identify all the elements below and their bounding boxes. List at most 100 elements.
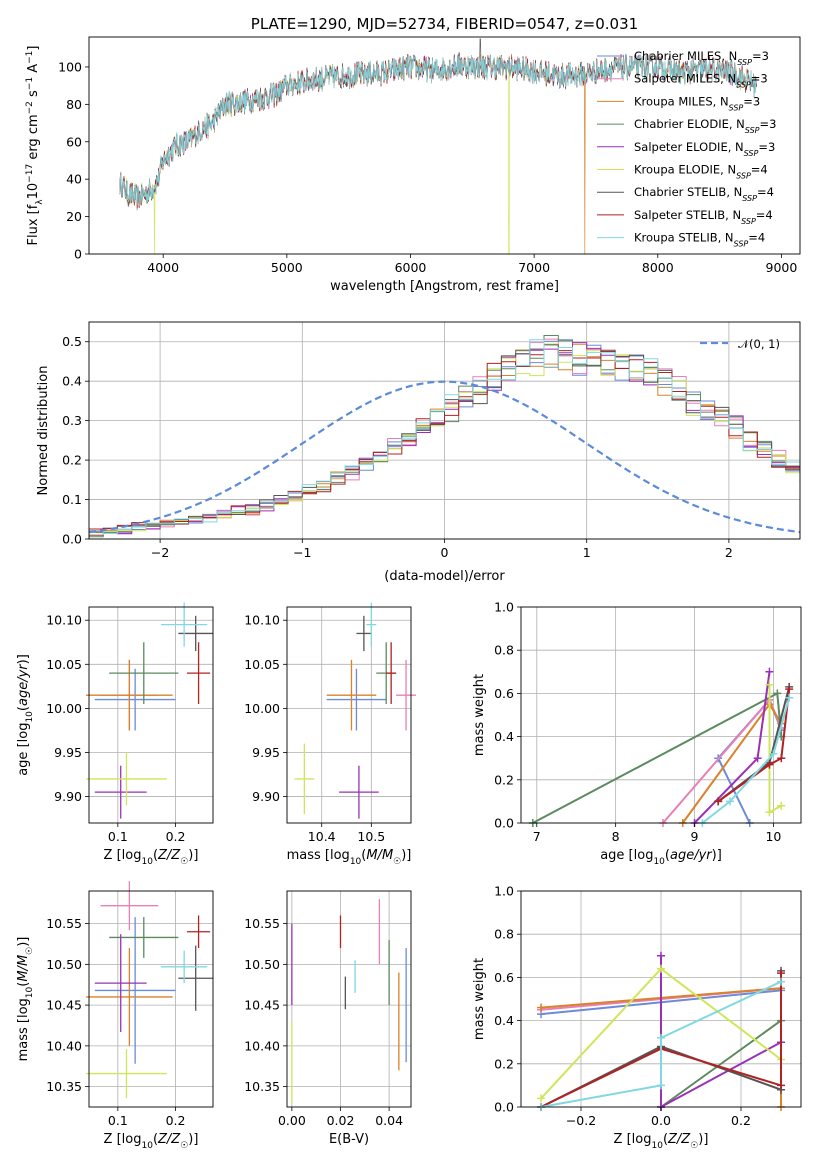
- weight-marker: [657, 1033, 665, 1042]
- x-tick-label: 0.2: [731, 1113, 751, 1128]
- legend-sub: SSP: [744, 148, 759, 157]
- legend-nssp: =3: [758, 140, 775, 154]
- label-part: erg cm: [26, 114, 41, 163]
- weight-marker: [537, 1003, 545, 1012]
- x-tick-label: 0.1: [108, 829, 128, 844]
- legend-entry: Chabrier STELIB, NSSP=4: [634, 185, 774, 203]
- y-tick-label: 80: [66, 97, 82, 112]
- legend-nssp: =3: [752, 49, 769, 63]
- y-axis-label: mass [log10(M/M☉)]: [16, 937, 35, 1062]
- y-tick-label: 0.4: [62, 374, 82, 389]
- label-part: Normed distribution: [36, 366, 51, 496]
- plot-area: [86, 602, 213, 819]
- weight-marker: [765, 667, 774, 676]
- histogram-step: [89, 343, 800, 532]
- data-point: [109, 917, 179, 958]
- legend-sub: SSP: [742, 194, 757, 203]
- y-tick-label: 0: [74, 247, 82, 262]
- y-tick-label: 10.50: [46, 957, 82, 972]
- axes-frame: [286, 890, 412, 1108]
- chart-title: PLATE=1290, MJD=52734, FIBERID=0547, z=0…: [251, 15, 638, 33]
- y-tick-label: 10.50: [244, 957, 280, 972]
- label-part: Z [log: [104, 848, 142, 863]
- weight-marker: [777, 977, 785, 986]
- legend-entry: Kroupa MILES, NSSP=3: [634, 94, 760, 112]
- weight-line: [701, 697, 791, 824]
- data-point: [294, 743, 315, 815]
- weight-line: [540, 973, 782, 1108]
- x-tick-label: 9000: [766, 260, 798, 275]
- data-point: [161, 950, 208, 984]
- axes-frame: [88, 606, 214, 824]
- label-part: mass weight: [472, 958, 487, 1040]
- axes-frame: [520, 606, 802, 824]
- x-tick-label: 4000: [147, 260, 179, 275]
- label-part: )]: [712, 848, 722, 863]
- gridlines: [287, 607, 411, 823]
- data-point: [94, 765, 147, 819]
- y-tick-label: 10.35: [46, 1079, 82, 1094]
- legend-entry: Kroupa ELODIE, NSSP=4: [634, 163, 768, 181]
- weight-marker: [765, 760, 774, 769]
- panel-residuals: −2 −1 0 1 2 0.0 0.1 0.2 0.3 0.4 0.5 (data-model)/er…: [36, 321, 801, 584]
- weight-marker: [657, 1081, 665, 1090]
- plot-area: [291, 899, 407, 1103]
- label-part: 10: [141, 1141, 153, 1151]
- legend-nssp: =4: [756, 208, 773, 222]
- data-point: [94, 917, 176, 1064]
- data-point: [366, 602, 377, 647]
- label-part: ]: [26, 46, 41, 51]
- panel-age-vs-mass: 10.4 10.5 9.90 9.95 10.00 10.05 10.10 mass [log…: [244, 602, 416, 867]
- legend-model: Salpeter STELIB, N: [634, 208, 741, 222]
- y-tick-label: 10.00: [46, 701, 82, 716]
- legend-sub: SSP: [741, 216, 756, 225]
- label-part: Z/Z: [157, 1132, 181, 1147]
- x-tick-label: 10.4: [308, 829, 336, 844]
- legend-entry: Chabrier ELODIE, NSSP=3: [634, 117, 776, 135]
- label-part: )]: [188, 1132, 198, 1147]
- plot-area: [537, 951, 785, 1111]
- x-tick-label: 0.2: [166, 1113, 186, 1128]
- gridlines: [89, 891, 213, 1107]
- legend-model: Chabrier STELIB, N: [634, 185, 742, 199]
- label-part: age [log: [16, 723, 31, 776]
- label-part: E(B-V): [329, 1132, 369, 1147]
- weight-marker: [657, 951, 665, 960]
- histogram-step: [89, 339, 800, 534]
- label-part: ☉: [180, 1141, 188, 1151]
- y-tick-label: 9.90: [252, 789, 280, 804]
- weight-marker: [537, 1094, 545, 1103]
- axes-frame: [88, 36, 801, 255]
- weight-line: [717, 688, 791, 803]
- label-part: (: [153, 1132, 158, 1147]
- legend-sub: SSP: [745, 126, 760, 135]
- legend-entry: 𝒩(0, 1): [738, 337, 780, 351]
- label-part: (: [16, 706, 31, 711]
- x-axis-label: E(B-V): [329, 1132, 369, 1147]
- data-point: [386, 642, 397, 704]
- histogram-step: [89, 342, 800, 536]
- legend-entry: Kroupa STELIB, NSSP=4: [634, 231, 765, 249]
- x-tick-label: 10: [765, 829, 781, 844]
- panel-weight-vs-Z: −0.2 0.0 0.2 0.0 0.2 0.4 0.6 0.8 1.0 Z [log10(Z/Z…: [472, 884, 802, 1151]
- label-part: )]: [401, 848, 411, 863]
- weight-line: [660, 955, 782, 1109]
- data-point: [339, 765, 379, 819]
- legend-model: Kroupa ELODIE, N: [634, 163, 736, 177]
- x-tick-label: −1: [293, 545, 311, 560]
- label-part: mass [log: [287, 848, 350, 863]
- label-part: −2: [25, 101, 35, 114]
- y-tick-label: 100: [58, 59, 82, 74]
- legend-model: Salpeter ELODIE, N: [634, 140, 744, 154]
- y-tick-label: 0.3: [62, 413, 82, 428]
- label-part: Z [log: [104, 1132, 142, 1147]
- label-part: )]: [16, 937, 31, 947]
- gridlines: [89, 607, 213, 823]
- weight-marker: [765, 808, 774, 817]
- legend-model: Kroupa MILES, N: [634, 94, 729, 108]
- weight-line: [660, 1019, 782, 1108]
- label-part: Z/Z: [157, 848, 181, 863]
